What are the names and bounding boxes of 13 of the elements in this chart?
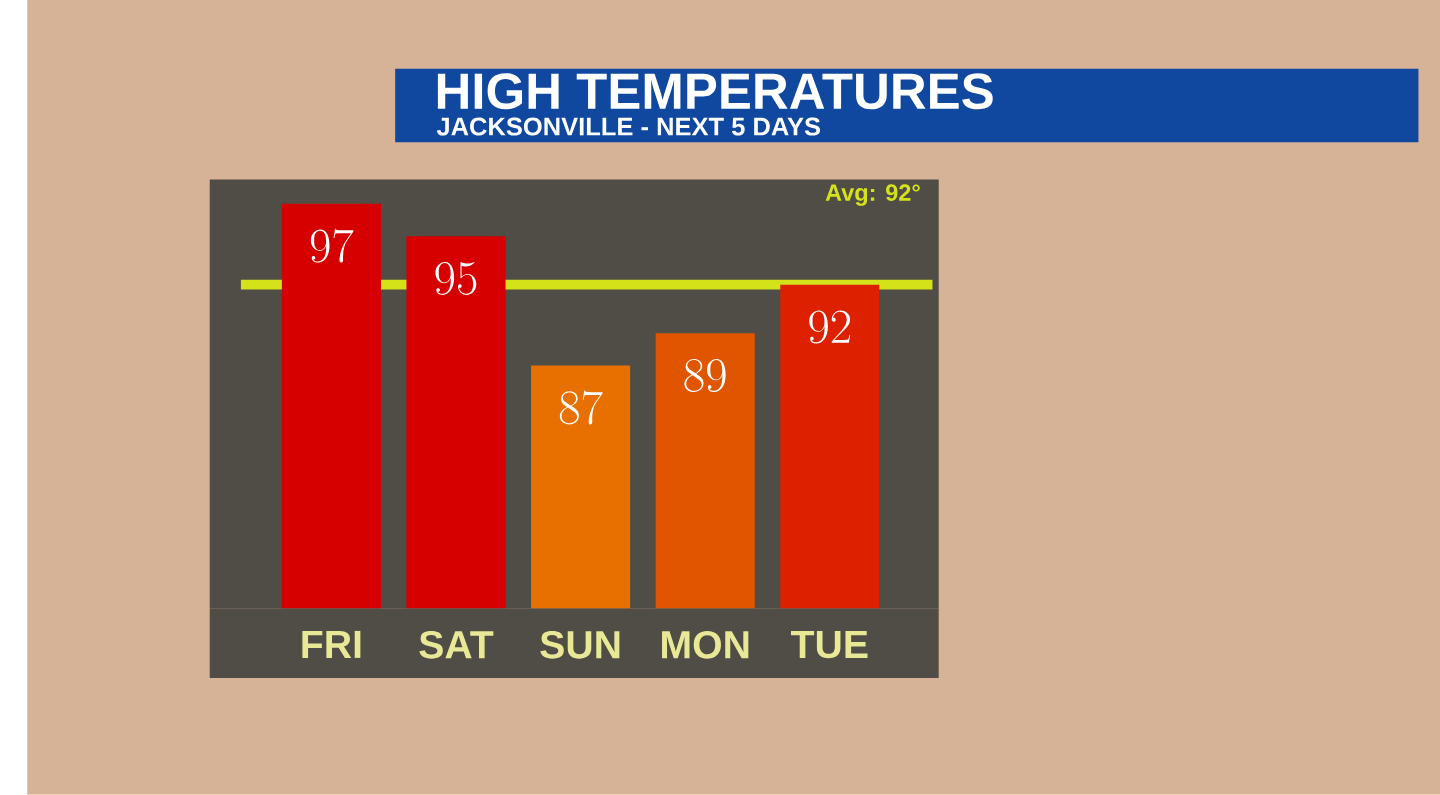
- data-label: 87: [559, 390, 603, 425]
- data-label: 97: [310, 228, 354, 263]
- data-label: 95: [435, 262, 477, 296]
- chart-title: HIGH TEMPERATURES: [437, 73, 993, 110]
- ref-line-label: Avg: 92°: [825, 184, 920, 206]
- x-tick-label: SAT: [419, 631, 494, 659]
- chart-subtitle: JACKSONVILLE - NEXT 5 DAYS: [436, 117, 821, 136]
- data-label: 92: [809, 310, 851, 344]
- x-tick-label: TUE: [790, 631, 868, 659]
- x-tick-label: MON: [662, 631, 749, 659]
- x-tick-label: SUN: [540, 631, 620, 659]
- data-label: 89: [684, 359, 726, 393]
- x-tick-label: FRI: [302, 631, 361, 659]
